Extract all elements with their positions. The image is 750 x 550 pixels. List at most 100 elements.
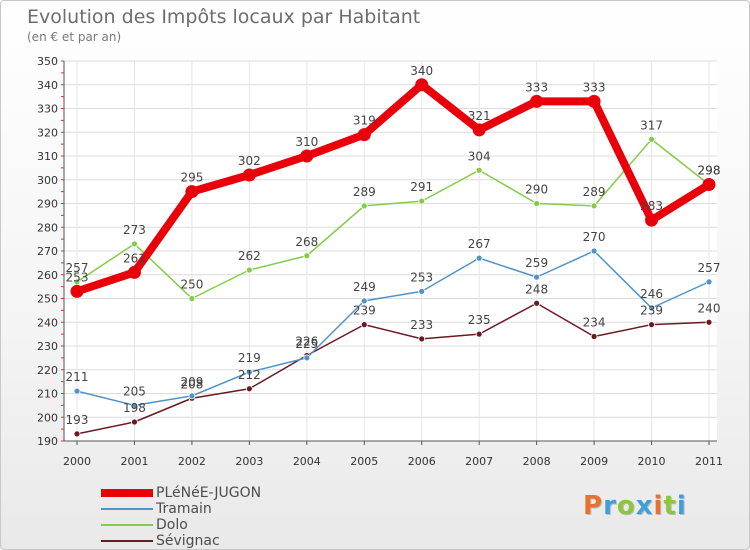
y-tick-label: 280 <box>37 221 58 234</box>
data-label-tramain: 219 <box>238 351 261 365</box>
data-point-dolo <box>418 197 426 205</box>
data-point-plenee-jugon <box>242 168 256 182</box>
data-label-plenee-jugon: 333 <box>583 80 606 94</box>
y-tick-label: 230 <box>37 340 58 353</box>
logo-letter: t <box>663 491 677 521</box>
x-tick-label: 2008 <box>523 455 551 468</box>
data-label-tramain: 259 <box>525 256 548 270</box>
data-point-sevignac <box>418 335 426 343</box>
data-label-plenee-jugon: 310 <box>295 135 318 149</box>
data-point-plenee-jugon <box>587 94 601 108</box>
data-point-sevignac <box>533 299 541 307</box>
data-label-dolo: 268 <box>295 235 318 249</box>
data-point-dolo <box>648 135 655 143</box>
data-label-dolo: 289 <box>353 185 376 199</box>
data-label-plenee-jugon: 261 <box>123 251 146 265</box>
data-label-sevignac: 226 <box>295 335 318 349</box>
y-tick-label: 330 <box>37 103 58 116</box>
legend-label: PLéNéE-JUGON <box>156 485 262 501</box>
data-label-tramain: 253 <box>410 270 433 284</box>
logo-letter: i <box>653 491 664 521</box>
x-tick-label: 2009 <box>580 455 608 468</box>
data-label-tramain: 257 <box>698 261 721 275</box>
data-label-sevignac: 234 <box>583 316 606 330</box>
data-label-dolo: 291 <box>410 180 433 194</box>
data-label-sevignac: 208 <box>180 377 203 391</box>
x-tick-label: 2011 <box>695 455 723 468</box>
data-point-tramain <box>533 273 541 281</box>
data-label-tramain: 267 <box>468 237 491 251</box>
data-point-plenee-jugon <box>185 185 199 199</box>
data-point-plenee-jugon <box>415 78 429 92</box>
data-label-sevignac: 235 <box>468 313 491 327</box>
data-label-plenee-jugon: 340 <box>410 64 433 78</box>
x-tick-label: 2002 <box>178 455 206 468</box>
x-tick-label: 2004 <box>293 455 321 468</box>
y-tick-label: 190 <box>37 435 58 448</box>
data-point-plenee-jugon <box>530 94 544 108</box>
data-label-plenee-jugon: 321 <box>468 109 491 123</box>
data-point-tramain <box>245 368 253 376</box>
data-point-tramain <box>131 401 138 409</box>
data-point-plenee-jugon <box>300 149 314 163</box>
y-tick-label: 210 <box>37 388 58 401</box>
y-tick-label: 240 <box>37 316 58 329</box>
data-point-plenee-jugon <box>645 213 659 227</box>
series-line-dolo <box>76 138 710 300</box>
data-label-sevignac: 240 <box>698 301 721 315</box>
data-point-tramain <box>360 297 368 305</box>
legend-label: Dolo <box>156 517 188 533</box>
x-tick-label: 2006 <box>408 455 436 468</box>
data-label-sevignac: 193 <box>66 413 89 427</box>
data-point-sevignac <box>590 333 598 340</box>
data-label-tramain: 209 <box>180 375 203 389</box>
data-point-sevignac <box>73 430 81 438</box>
legend-swatch <box>101 489 153 497</box>
data-point-tramain <box>648 304 655 312</box>
x-tick-label: 2010 <box>638 455 666 468</box>
data-point-dolo <box>533 200 541 207</box>
logo-letter: x <box>635 491 654 521</box>
data-label-dolo: 257 <box>66 261 89 275</box>
data-point-sevignac <box>475 330 483 338</box>
x-tick-label: 2005 <box>350 455 378 468</box>
data-label-tramain: 211 <box>66 370 89 384</box>
data-label-plenee-jugon: 295 <box>180 171 203 185</box>
proxiti-logo: Proxiti <box>583 491 687 521</box>
data-point-dolo <box>188 295 196 302</box>
data-label-dolo: 290 <box>525 183 548 197</box>
data-label-tramain: 225 <box>295 337 318 351</box>
data-point-plenee-jugon <box>472 123 486 137</box>
data-label-sevignac: 212 <box>238 368 261 382</box>
logo-letter: r <box>603 491 617 521</box>
data-point-sevignac <box>705 318 713 326</box>
data-label-tramain: 249 <box>353 280 376 294</box>
y-tick-label: 260 <box>37 269 58 282</box>
y-tick-label: 270 <box>37 245 58 258</box>
data-label-sevignac: 239 <box>353 304 376 318</box>
y-tick-label: 220 <box>37 364 58 377</box>
data-point-dolo <box>590 202 598 210</box>
data-label-sevignac: 248 <box>525 282 548 296</box>
x-tick-label: 2001 <box>120 455 148 468</box>
data-label-plenee-jugon: 283 <box>640 199 663 213</box>
data-point-tramain <box>590 247 598 255</box>
data-label-dolo: 304 <box>468 149 491 163</box>
data-point-sevignac <box>131 418 138 426</box>
data-point-dolo <box>475 166 483 174</box>
data-label-dolo: 317 <box>640 118 663 132</box>
data-point-dolo <box>245 266 253 274</box>
data-label-plenee-jugon: 253 <box>66 270 89 284</box>
data-point-tramain <box>73 387 81 395</box>
data-label-tramain: 205 <box>123 384 146 398</box>
data-label-dolo: 289 <box>583 185 606 199</box>
data-label-plenee-jugon: 302 <box>238 154 261 168</box>
data-label-tramain: 270 <box>583 230 606 244</box>
y-tick-label: 300 <box>37 174 58 187</box>
data-point-tramain <box>418 287 426 295</box>
data-point-sevignac <box>245 385 253 393</box>
y-tick-label: 350 <box>37 55 58 68</box>
data-label-sevignac: 233 <box>410 318 433 332</box>
